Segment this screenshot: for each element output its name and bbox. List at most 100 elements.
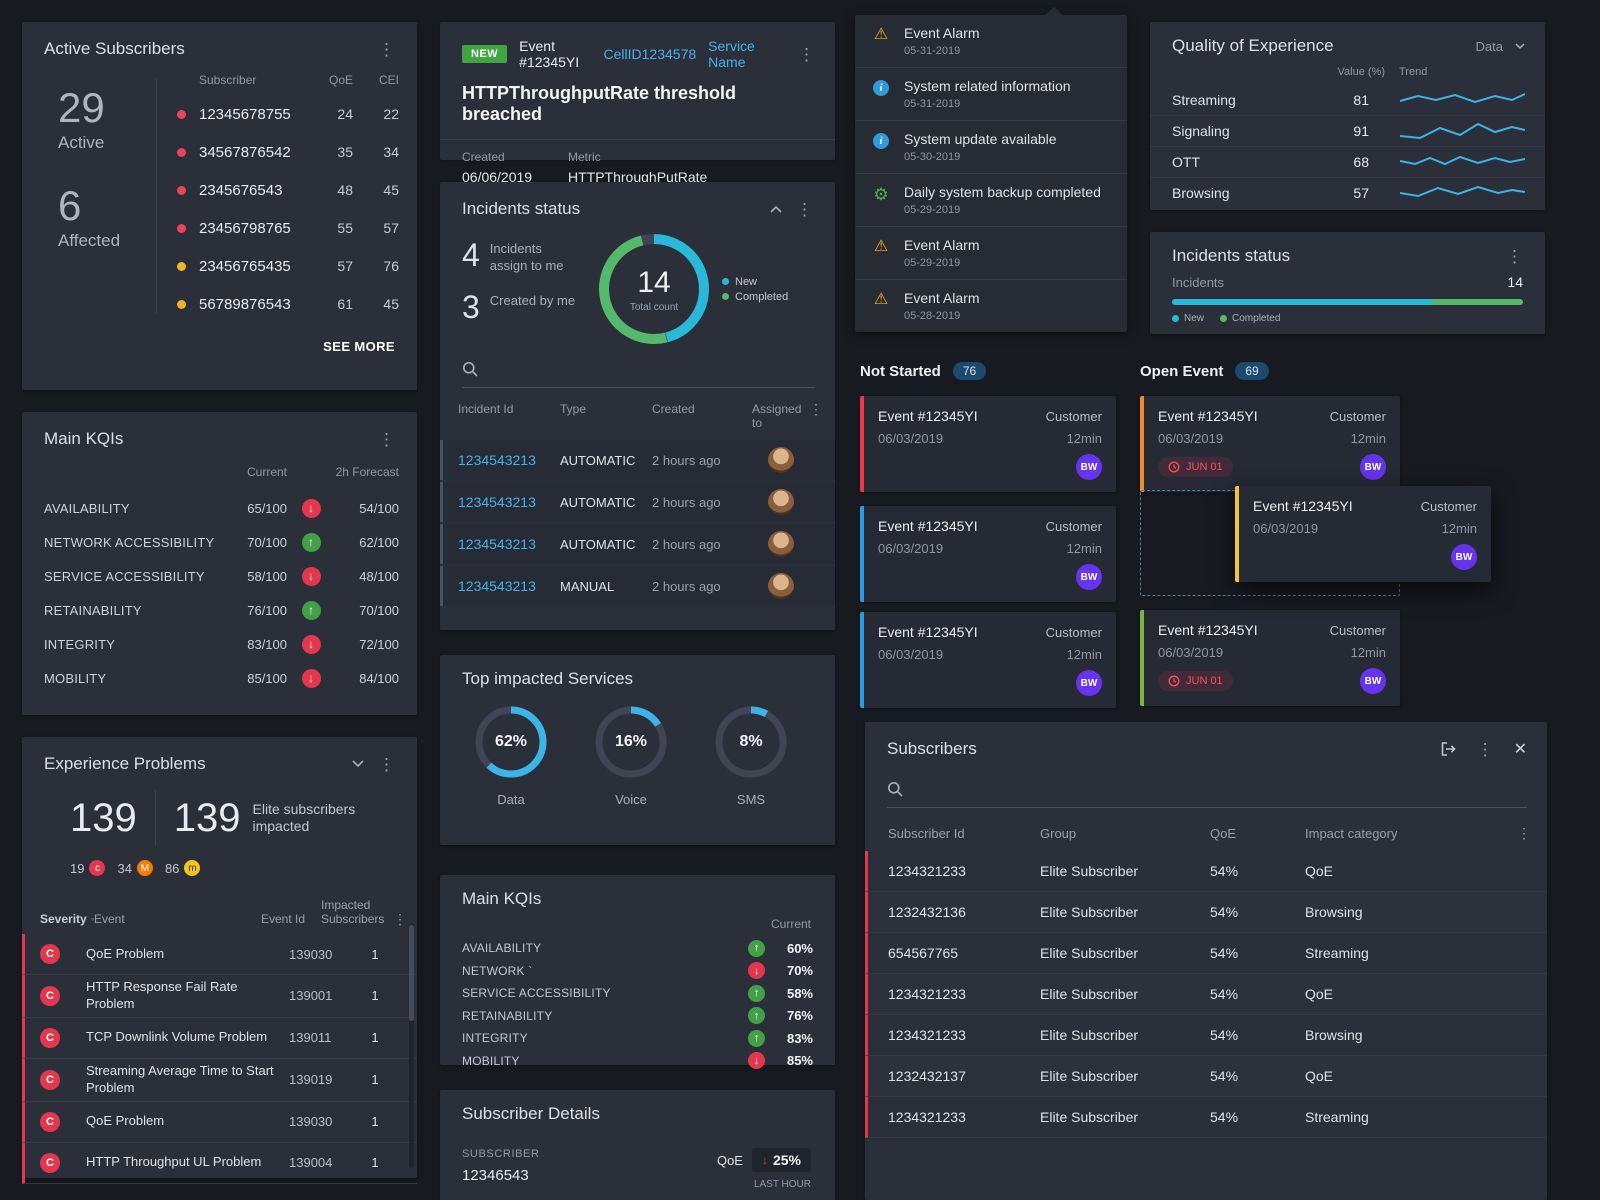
metric-value: HTTPThroughPutRate [568, 169, 708, 185]
notification-item[interactable]: ⚠ Event Alarm 05-29-2019 [855, 227, 1127, 280]
incident-row[interactable]: 1234543213 AUTOMATIC 2 hours ago [440, 440, 835, 480]
incident-row[interactable]: 1234543213 MANUAL 2 hours ago [440, 566, 835, 606]
kanban-card[interactable]: Event #12345YI Customer 06/03/2019 12min J… [1140, 396, 1400, 492]
subscriber-qoe: 54% [1210, 945, 1239, 961]
collapse-chevron-down-icon[interactable] [352, 760, 364, 768]
subscribers-search[interactable] [887, 781, 1527, 808]
see-more-link[interactable]: SEE MORE [323, 339, 395, 354]
warning-icon: ⚠ [873, 26, 889, 43]
notification-date: 05-28-2019 [904, 310, 961, 322]
incident-row[interactable]: 1234543213 AUTOMATIC 2 hours ago [440, 482, 835, 522]
data-donut-chart [475, 706, 547, 778]
subscriber-group: Elite Subscriber [1040, 1068, 1139, 1084]
card-title: Top impacted Services [462, 669, 634, 688]
incidents-search-input[interactable] [490, 361, 815, 377]
incident-id-link[interactable]: 1234543213 [458, 578, 536, 594]
collapse-chevron-up-icon[interactable] [770, 205, 782, 213]
impacted-count: 1 [371, 1114, 379, 1130]
kanban-card-dragging[interactable]: Event #12345YI Customer 06/03/2019 12min B… [1235, 486, 1491, 582]
legend-completed-label: Completed [1232, 313, 1281, 324]
legend-completed-label: Completed [735, 290, 789, 303]
problem-row[interactable]: C HTTP Response Fail Rate Problem 139001 1 [22, 975, 417, 1018]
kebab-menu-icon[interactable]: ⋮ [378, 39, 395, 59]
impact-category: Streaming [1305, 1109, 1369, 1125]
cell-id-link[interactable]: CellID1234578 [603, 46, 697, 62]
gear-icon: ⚙ [873, 185, 889, 204]
incident-id-link[interactable]: 1234543213 [458, 536, 536, 552]
subscriber-row[interactable]: 23456765435 57 76 [177, 247, 399, 285]
subscriber-qoe: 54% [1210, 904, 1239, 920]
incident-id-link[interactable]: 1234543213 [458, 494, 536, 510]
subscriber-row[interactable]: 1232432136 Elite Subscriber 54% Browsing [865, 892, 1547, 933]
panel-title: Subscribers [887, 739, 977, 758]
notification-item[interactable]: i System update available 05-30-2019 [855, 121, 1127, 174]
subscriber-row[interactable]: 2345676543 48 45 [177, 171, 399, 209]
kqi-name: NETWORK ACCESSIBILITY [44, 534, 215, 550]
close-icon[interactable]: ✕ [1513, 741, 1527, 758]
notification-title: System update available [904, 131, 1057, 147]
search-icon [887, 781, 903, 797]
notification-title: Event Alarm [904, 237, 980, 253]
kebab-menu-icon[interactable]: ⋮ [378, 429, 395, 449]
kebab-menu-icon[interactable]: ⋮ [393, 911, 407, 927]
kebab-menu-icon[interactable]: ⋮ [809, 401, 823, 417]
event-name: HTTP Response Fail Rate Problem [86, 979, 238, 1011]
card-customer: Customer [1045, 518, 1102, 534]
chevron-down-icon[interactable] [1515, 42, 1525, 50]
kqi-current: 83/100 [247, 636, 287, 652]
problems-total: 139 [70, 795, 137, 840]
subscriber-row[interactable]: 1234321233 Elite Subscriber 54% Streaming [865, 1097, 1547, 1138]
kebab-menu-icon[interactable]: ⋮ [378, 754, 395, 774]
subscriber-row[interactable]: 1234321233 Elite Subscriber 54% QoE [865, 974, 1547, 1015]
subscriber-group: Elite Subscriber [1040, 904, 1139, 920]
notification-item[interactable]: ⚙ Daily system backup completed 05-29-2019 [855, 174, 1127, 227]
subscriber-row[interactable]: 654567765 Elite Subscriber 54% Streaming [865, 933, 1547, 974]
incidents-status-card: Incidents status ⋮ 4 Incidents assign to… [440, 182, 835, 630]
kqi-name: SERVICE ACCESSIBILITY [462, 986, 611, 1001]
problem-row[interactable]: C Streaming Average Time to Start Problem… [22, 1058, 417, 1102]
subscriber-row[interactable]: 34567876542 35 34 [177, 133, 399, 171]
cei-value: 22 [383, 106, 399, 122]
service-filter-dropdown[interactable]: Data [1475, 38, 1503, 54]
column-title: Not Started [860, 362, 941, 380]
col-type: Type [560, 402, 587, 416]
subscriber-row[interactable]: 12345678755 24 22 [177, 95, 399, 133]
legend-new-dot [722, 278, 729, 285]
kqi-name: AVAILABILITY [44, 500, 130, 516]
subscriber-row[interactable]: 23456798765 55 57 [177, 209, 399, 247]
trend-sparkline [1400, 155, 1525, 166]
subscribers-search-input[interactable] [915, 781, 1527, 797]
notification-item[interactable]: i System related information 05-31-2019 [855, 68, 1127, 121]
card-duration: 12min [1066, 431, 1102, 446]
kebab-menu-icon[interactable]: ⋮ [1517, 825, 1531, 841]
problem-row[interactable]: C QoE Problem 139030 1 [22, 934, 417, 975]
subscriber-row[interactable]: 1232432137 Elite Subscriber 54% QoE [865, 1056, 1547, 1097]
kebab-menu-icon[interactable]: ⋮ [1476, 739, 1494, 759]
problem-row[interactable]: C TCP Downlink Volume Problem 139011 1 [22, 1017, 417, 1059]
incident-row[interactable]: 1234543213 AUTOMATIC 2 hours ago [440, 524, 835, 564]
problem-row[interactable]: C HTTP Throughput UL Problem 139004 1 [22, 1142, 417, 1184]
export-icon[interactable] [1439, 740, 1457, 758]
incident-id-link[interactable]: 1234543213 [458, 452, 536, 468]
elite-impacted-count: 139 [173, 795, 241, 840]
assignee-avatar [768, 573, 794, 599]
subscriber-row[interactable]: 56789876543 61 45 [177, 285, 399, 323]
kanban-card[interactable]: Event #12345YI Customer 06/03/2019 12min J… [1140, 610, 1400, 706]
subscriber-row[interactable]: 1234321233 Elite Subscriber 54% Browsing [865, 1015, 1547, 1056]
kebab-menu-icon[interactable]: ⋮ [796, 199, 813, 219]
problem-row[interactable]: C QoE Problem 139030 1 [22, 1101, 417, 1143]
kanban-card[interactable]: Event #12345YI Customer 06/03/2019 12min B… [860, 612, 1116, 708]
kebab-menu-icon[interactable]: ⋮ [1506, 246, 1523, 266]
notification-date: 05-31-2019 [904, 45, 961, 57]
notification-item[interactable]: ⚠ Event Alarm 05-28-2019 [855, 280, 1127, 332]
service-name-link[interactable]: Service Name [708, 38, 755, 70]
kanban-card[interactable]: Event #12345YI Customer 06/03/2019 12min B… [860, 506, 1116, 602]
kanban-card[interactable]: Event #12345YI Customer 06/03/2019 12min B… [860, 396, 1116, 492]
incidents-search[interactable] [462, 361, 815, 388]
subscriber-row[interactable]: 1234321233 Elite Subscriber 54% QoE [865, 851, 1547, 892]
notification-item[interactable]: ⚠ Event Alarm 05-31-2019 [855, 15, 1127, 68]
kqi-row: INTEGRITY 83/100 ↓ 72/100 [22, 627, 417, 661]
kebab-menu-icon[interactable]: ⋮ [798, 44, 815, 64]
impacted-count: 1 [371, 988, 379, 1004]
scrollbar-thumb[interactable] [409, 925, 414, 1021]
